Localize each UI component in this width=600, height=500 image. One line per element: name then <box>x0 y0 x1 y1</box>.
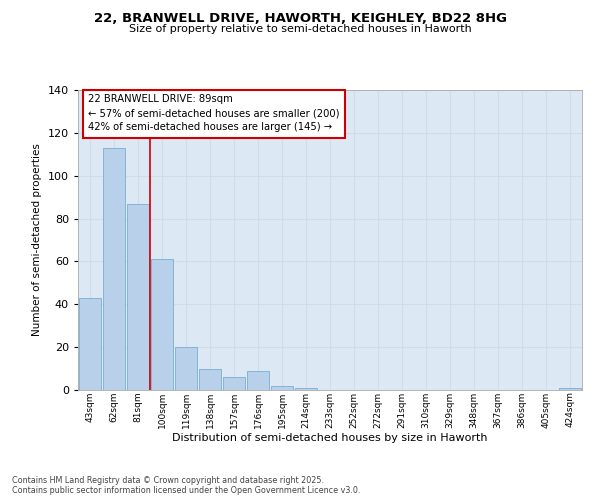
Bar <box>103 148 125 390</box>
Y-axis label: Number of semi-detached properties: Number of semi-detached properties <box>32 144 42 336</box>
Bar <box>247 370 269 390</box>
Bar <box>127 204 149 390</box>
Bar <box>295 388 317 390</box>
Text: 22, BRANWELL DRIVE, HAWORTH, KEIGHLEY, BD22 8HG: 22, BRANWELL DRIVE, HAWORTH, KEIGHLEY, B… <box>94 12 506 26</box>
Bar <box>271 386 293 390</box>
Bar <box>559 388 581 390</box>
Bar <box>151 260 173 390</box>
Bar <box>79 298 101 390</box>
Bar <box>199 368 221 390</box>
Text: 22 BRANWELL DRIVE: 89sqm
← 57% of semi-detached houses are smaller (200)
42% of : 22 BRANWELL DRIVE: 89sqm ← 57% of semi-d… <box>88 94 340 132</box>
X-axis label: Distribution of semi-detached houses by size in Haworth: Distribution of semi-detached houses by … <box>172 434 488 444</box>
Bar <box>223 377 245 390</box>
Bar <box>175 347 197 390</box>
Text: Size of property relative to semi-detached houses in Haworth: Size of property relative to semi-detach… <box>128 24 472 34</box>
Text: Contains public sector information licensed under the Open Government Licence v3: Contains public sector information licen… <box>12 486 361 495</box>
Text: Contains HM Land Registry data © Crown copyright and database right 2025.: Contains HM Land Registry data © Crown c… <box>12 476 324 485</box>
